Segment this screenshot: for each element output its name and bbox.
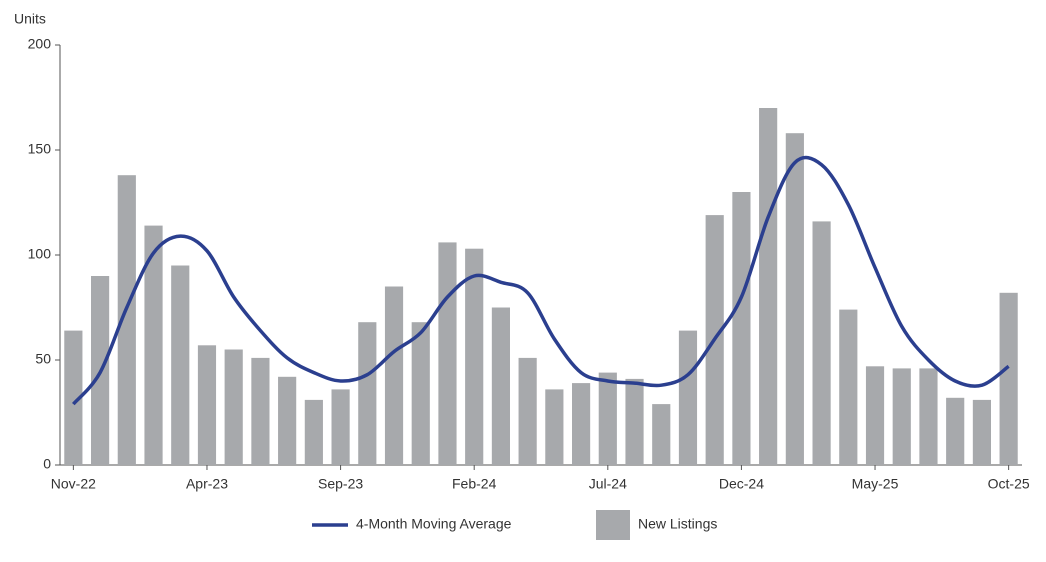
- bar: [919, 368, 938, 465]
- bar: [625, 378, 644, 465]
- y-tick-label: 0: [43, 456, 51, 472]
- x-tick-label: Feb-24: [452, 476, 497, 492]
- y-tick-label: 150: [28, 141, 52, 157]
- bar: [117, 175, 136, 465]
- bar: [598, 372, 617, 465]
- bar: [732, 192, 751, 465]
- bar: [999, 292, 1018, 465]
- x-tick-label: Oct-25: [988, 476, 1030, 492]
- bar: [278, 376, 297, 465]
- x-tick-label: May-25: [852, 476, 899, 492]
- y-tick-label: 100: [28, 246, 52, 262]
- bar: [865, 366, 885, 465]
- legend-label: 4-Month Moving Average: [356, 516, 512, 532]
- y-tick-label: 200: [28, 36, 52, 52]
- bar: [144, 225, 163, 465]
- x-tick-label: Sep-23: [318, 476, 363, 492]
- bar: [438, 242, 457, 465]
- bar: [358, 322, 377, 465]
- bar: [785, 133, 804, 465]
- moving-average-line: [72, 155, 1010, 406]
- bar: [518, 357, 537, 465]
- bar: [678, 330, 698, 465]
- legend-swatch: [596, 510, 630, 540]
- bar: [812, 221, 831, 465]
- bar: [251, 357, 270, 465]
- bar: [652, 404, 671, 465]
- bar: [197, 345, 217, 465]
- bar: [946, 397, 965, 465]
- bar: [411, 322, 430, 465]
- x-tick-label: Nov-22: [51, 476, 96, 492]
- bar: [171, 265, 190, 465]
- x-tick-label: Dec-24: [719, 476, 764, 492]
- x-tick-label: Apr-23: [186, 476, 228, 492]
- bar: [972, 399, 992, 465]
- bar: [759, 108, 778, 465]
- bar: [224, 349, 243, 465]
- bar: [491, 307, 511, 465]
- bar: [384, 286, 404, 465]
- bar: [571, 383, 591, 465]
- bar: [304, 399, 323, 465]
- bar: [331, 389, 350, 465]
- bar: [545, 389, 564, 465]
- bar: [465, 248, 484, 465]
- y-axis-label: Units: [14, 11, 46, 27]
- legend-label: New Listings: [638, 516, 717, 532]
- bar: [892, 368, 911, 465]
- bar: [839, 309, 858, 465]
- bar: [64, 330, 83, 465]
- y-tick-label: 50: [35, 351, 51, 367]
- x-tick-label: Jul-24: [589, 476, 627, 492]
